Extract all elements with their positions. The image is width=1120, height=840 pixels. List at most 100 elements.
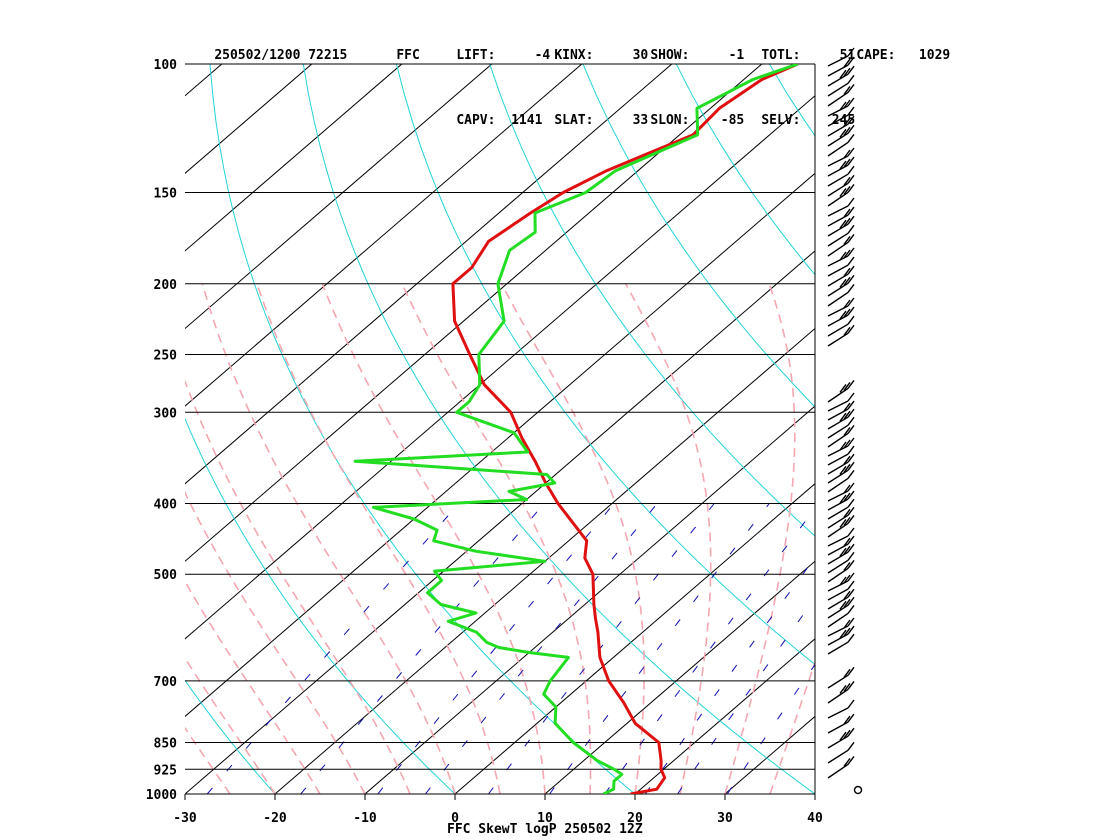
wind-barb [827,580,855,601]
moist-adiabat-line [500,283,645,794]
wind-barb [827,437,855,457]
header-line-2: CAPV: 1141 SLAT: 33 SLON: -85 SELV: 245 [183,101,950,140]
cape-text: CAPE: 1029 [856,48,951,63]
wind-barb [827,224,855,247]
station-code-text: FFC [396,48,420,63]
wind-barb [827,400,855,421]
wind-barb [827,174,855,197]
wind-barb [827,666,855,689]
k-index-text: KINX: 30 [554,48,649,63]
temperature-tick-label: 0 [451,811,459,826]
wind-barb [827,588,855,610]
dry-adiabat-line [768,64,815,137]
wind-barb [827,625,855,646]
wind-barb [827,453,855,475]
pressure-tick-label: 1000 [146,788,177,803]
wind-barb [827,183,855,207]
temperature-tick-label: -20 [263,811,287,826]
wind-barb [827,604,855,628]
isobars-group [185,63,816,795]
pressure-tick-label: 100 [154,58,178,73]
station-lon-text: SLON: -85 [650,113,745,128]
isotherm-line [185,64,583,407]
lift-index-text: LIFT: -4 [456,48,551,63]
isotherm-line [454,482,815,794]
sounding-header: 250502/1200 72215 FFC LIFT: -4 KINX: 30 SHOW… [183,10,950,153]
wind-barb [827,233,855,257]
dry-adiabat-line [396,64,815,666]
wind-barb [827,741,855,764]
wind-barb [827,147,855,167]
wind-barb [827,47,855,67]
moist-adiabat-line [185,379,411,794]
isotherm-line [185,64,493,330]
wind-barb [827,392,855,412]
moist-adiabat-line [401,283,592,794]
isotherm-line [185,64,673,485]
wind-barb [827,379,855,403]
wind-barb [827,559,855,583]
wind-barb [827,206,855,227]
wind-barb [827,133,855,157]
wind-barb [827,306,855,327]
dry-adiabat-line [863,64,1120,810]
pressure-tick-label: 850 [154,736,178,751]
moist-adiabat-line [624,283,712,794]
pressure-tick-label: 700 [154,675,178,690]
isotherm-line [364,405,815,794]
wind-barb [827,596,855,619]
chart-footer-title: FFC SkewT logP 250502 12Z [447,822,643,837]
isotherm-line [185,64,763,562]
isotherm-line [814,793,815,794]
wind-barb [827,106,855,127]
mixing-ratio-line [488,503,715,794]
background-lines-group [185,64,1120,810]
mixing-ratio-line [644,556,815,794]
wind-barb [827,498,855,520]
isotherm-line [274,327,815,794]
mixing-ratio-line [677,597,815,794]
wind-barb [827,633,855,655]
station-lat-text: SLAT: 33 [554,113,649,128]
wind-barb [827,713,855,734]
wind-barb [827,165,855,187]
pressure-tick-label: 400 [154,498,178,513]
pressure-tick-label: 300 [154,406,178,421]
wind-barb [827,461,855,484]
temperature-tick-label: 20 [627,811,643,826]
wind-barb [827,274,855,297]
isotherm-line [185,95,815,640]
temperature-tick-label: 10 [537,811,553,826]
wind-barb [827,324,855,347]
wind-barb [827,680,855,704]
wind-barb [827,297,855,317]
wind-barb [827,617,855,637]
dry-adiabat-line [582,64,815,408]
isotherm-line [544,560,815,794]
wind-barb [827,445,855,466]
dewpoint-profile-line [353,64,799,794]
isotherm-line [634,638,815,794]
temperature-tick-label: -30 [173,811,197,826]
showalter-index-text: SHOW: -1 [650,48,745,63]
wind-barb [827,699,855,719]
wind-barb [827,551,855,574]
wind-barb [827,115,855,137]
temperature-tick-label: -10 [353,811,377,826]
wind-barb [827,490,855,511]
wind-barb [827,408,855,430]
wind-barb [827,256,855,277]
wind-barb [827,424,855,448]
wind-barb [827,506,855,529]
pressure-tick-label: 150 [154,187,178,202]
calm-wind-circle [853,785,863,795]
dry-adiabat-line [956,64,1120,810]
moist-adiabat-line [256,283,501,794]
wind-barb [827,83,855,107]
mixing-ratio-line [604,507,815,794]
profiles-group [353,64,799,794]
isotherm-line [185,250,815,794]
dry-adiabat-line [675,64,815,276]
wind-barb [827,65,855,87]
